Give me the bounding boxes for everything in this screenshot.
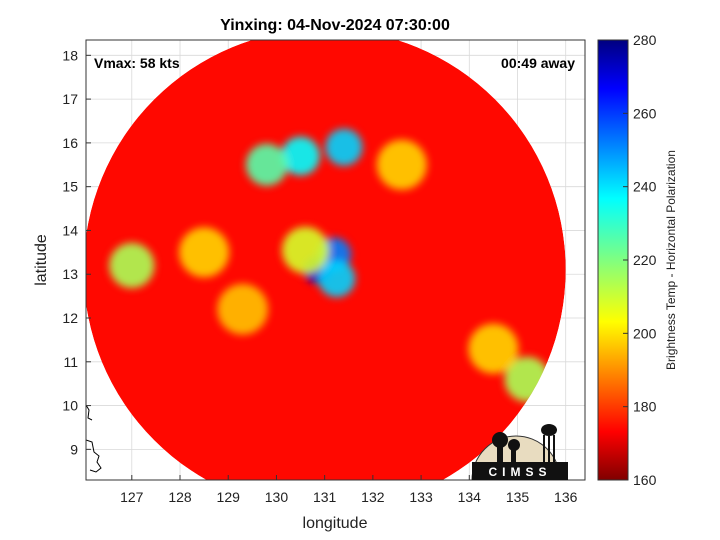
y-axis-label: latitude <box>33 234 50 286</box>
feature-outer-rainband <box>109 242 155 289</box>
x-tick-label: 129 <box>217 489 241 505</box>
feature-eyewall <box>318 260 356 298</box>
feature-outer-rainband <box>217 283 269 335</box>
x-tick-label: 128 <box>168 489 192 505</box>
colorbar-tick-label: 240 <box>633 179 657 195</box>
swath <box>86 40 566 480</box>
vmax-annotation: Vmax: 58 kts <box>94 55 180 71</box>
y-tick-label: 14 <box>62 222 78 238</box>
y-tick-label: 13 <box>62 266 78 282</box>
feature-outer-rainband <box>376 139 427 190</box>
y-tick-label: 12 <box>62 310 78 326</box>
y-ticks: 9 10 11 12 13 14 15 16 17 18 <box>62 47 91 457</box>
colorbar-label: Brightness Temp - Horizontal Polarizatio… <box>664 150 678 370</box>
colorbar-ticks: 160 180 200 220 240 260 280 <box>623 32 657 488</box>
y-tick-label: 17 <box>62 91 78 107</box>
x-tick-label: 135 <box>506 489 530 505</box>
colorbar-tick-label: 280 <box>633 32 657 48</box>
x-tick-label: 131 <box>313 489 337 505</box>
x-tick-label: 132 <box>361 489 385 505</box>
y-tick-label: 16 <box>62 135 78 151</box>
y-tick-label: 10 <box>62 398 78 414</box>
time-away-annotation: 00:49 away <box>501 55 575 71</box>
feature-outer-rainband <box>179 227 230 278</box>
feature-eyewall <box>281 226 329 274</box>
feature-northern-rainband <box>281 136 320 176</box>
y-tick-label: 15 <box>62 179 78 195</box>
coastline <box>86 404 102 473</box>
x-tick-label: 130 <box>265 489 289 505</box>
logo-text: CIMSS <box>488 465 551 479</box>
y-tick-label: 18 <box>62 47 78 63</box>
x-tick-label: 127 <box>120 489 144 505</box>
x-axis-label: longitude <box>303 515 368 532</box>
feature-southeast-convection <box>468 323 519 374</box>
x-tick-label: 134 <box>458 489 482 505</box>
x-ticks: 127 128 129 130 131 132 133 134 135 136 <box>120 475 578 505</box>
feature-northern-rainband <box>245 143 288 186</box>
plot-frame <box>85 39 586 481</box>
feature-northern-rainband <box>325 128 363 166</box>
colorbar-tick-label: 160 <box>633 472 657 488</box>
x-tick-label: 133 <box>409 489 433 505</box>
y-tick-label: 11 <box>63 354 78 370</box>
chart-title: Yinxing: 04-Nov-2024 07:30:00 <box>220 17 450 34</box>
colorbar-tick-label: 180 <box>633 399 657 415</box>
colorbar-tick-label: 220 <box>633 252 657 268</box>
colorbar-tick-label: 200 <box>633 325 657 341</box>
colorbar-tick-label: 260 <box>633 105 657 121</box>
cimss-logo: CIMSS <box>471 424 568 481</box>
x-tick-label: 136 <box>554 489 578 505</box>
y-tick-label: 9 <box>70 441 78 457</box>
